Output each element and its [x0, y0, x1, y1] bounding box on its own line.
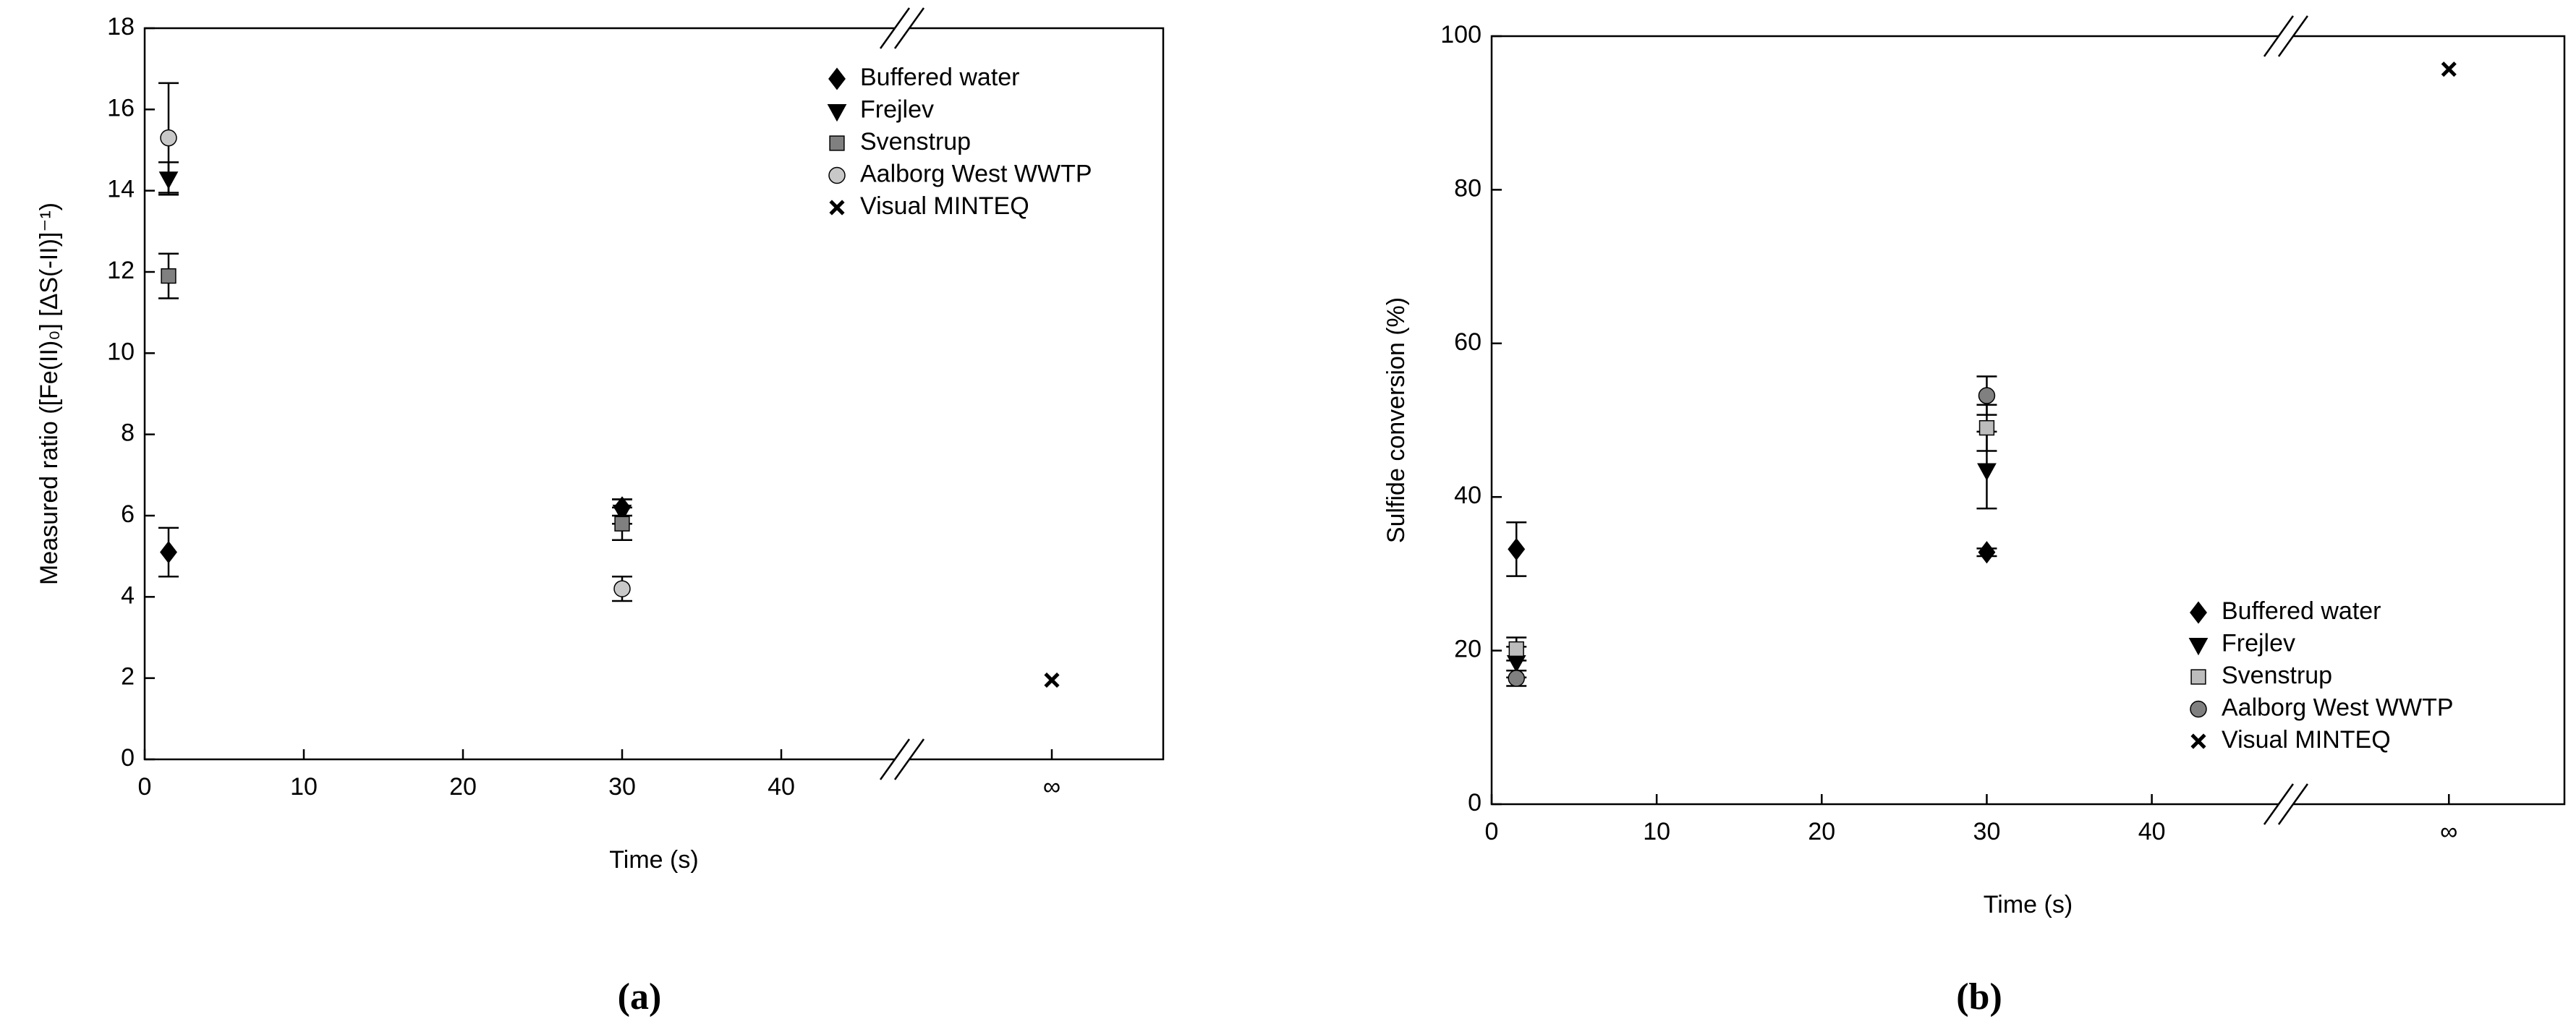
- legend-label: Buffered water: [860, 64, 1020, 91]
- legend-label: Visual MINTEQ: [2222, 726, 2391, 754]
- y-tick-label: 2: [121, 663, 135, 691]
- marker: [160, 129, 177, 147]
- axis-break-gap: [895, 25, 909, 31]
- x-tick-label: 0: [1485, 818, 1499, 845]
- x-tick-label: ∞: [1043, 773, 1060, 801]
- marker: [160, 541, 177, 564]
- y-tick-label: 100: [1440, 21, 1482, 48]
- caption: (a): [618, 976, 662, 1018]
- legend-label: Aalborg West WWTP: [860, 160, 1092, 187]
- marker: [1978, 387, 1996, 404]
- y-tick-label: 60: [1454, 328, 1482, 356]
- marker: [828, 166, 846, 184]
- legend-label: Frejlev: [2222, 629, 2295, 657]
- x-tick-label: 0: [138, 773, 152, 801]
- x-axis-label: Time (s): [1984, 891, 2073, 918]
- y-tick-label: 4: [121, 581, 135, 609]
- axis-break: [879, 7, 925, 49]
- x-tick-label: 30: [608, 773, 636, 801]
- marker: [2190, 669, 2206, 685]
- marker: [2188, 637, 2209, 656]
- y-axis-label: Sulfide conversion (%): [1382, 297, 1410, 543]
- marker: [829, 200, 845, 216]
- x-tick-label: 20: [1808, 818, 1835, 845]
- x-tick-label: 40: [2138, 818, 2166, 845]
- y-tick-label: 80: [1454, 174, 1482, 202]
- x-tick-label: 30: [1973, 818, 2001, 845]
- y-tick-label: 0: [1468, 789, 1482, 816]
- marker: [1508, 670, 1525, 687]
- marker: [2190, 700, 2207, 718]
- y-tick-label: 12: [107, 257, 135, 284]
- marker: [1044, 672, 1060, 688]
- y-tick-label: 14: [107, 176, 135, 203]
- y-axis-label: Measured ratio ([Fe(II)₀] [ΔS(-II)]⁻¹): [35, 202, 63, 585]
- y-tick-label: 0: [121, 744, 135, 772]
- marker: [827, 103, 847, 122]
- marker: [828, 67, 846, 90]
- axis-break: [2263, 783, 2308, 825]
- y-tick-label: 10: [107, 338, 135, 365]
- y-tick-label: 18: [107, 13, 135, 40]
- plot-frame: [1490, 35, 2566, 806]
- y-tick-label: 16: [107, 94, 135, 121]
- marker: [614, 516, 630, 532]
- x-tick-label: 20: [449, 773, 477, 801]
- axis-break-gap: [2278, 33, 2293, 39]
- axis-break-gap: [895, 756, 909, 762]
- axis-break: [2263, 15, 2308, 57]
- marker: [1977, 463, 1997, 481]
- y-tick-label: 40: [1454, 482, 1482, 509]
- x-axis-label: Time (s): [609, 846, 698, 874]
- legend-label: Svenstrup: [2222, 662, 2332, 689]
- marker: [613, 580, 631, 597]
- y-tick-label: 8: [121, 419, 135, 447]
- axis-break: [879, 738, 925, 780]
- marker: [2190, 601, 2207, 624]
- marker: [1508, 537, 1526, 560]
- caption: (b): [1956, 976, 2002, 1018]
- marker: [161, 268, 177, 284]
- marker: [1508, 641, 1524, 657]
- legend-label: Frejlev: [860, 95, 934, 123]
- marker: [1978, 419, 1995, 436]
- legend-label: Aalborg West WWTP: [2222, 694, 2454, 721]
- x-tick-label: ∞: [2440, 818, 2457, 845]
- marker: [1978, 541, 1996, 564]
- x-tick-label: 10: [1643, 818, 1670, 845]
- x-tick-label: 10: [290, 773, 318, 801]
- legend-label: Visual MINTEQ: [860, 192, 1029, 220]
- x-tick-label: 40: [768, 773, 795, 801]
- marker: [829, 135, 845, 151]
- marker: [2190, 733, 2206, 749]
- legend-label: Svenstrup: [860, 128, 971, 155]
- legend-label: Buffered water: [2222, 597, 2381, 625]
- marker: [2441, 61, 2457, 77]
- y-tick-label: 6: [121, 500, 135, 528]
- plot-frame: [143, 27, 1165, 761]
- y-tick-label: 20: [1454, 636, 1482, 663]
- axis-break-gap: [2278, 801, 2293, 807]
